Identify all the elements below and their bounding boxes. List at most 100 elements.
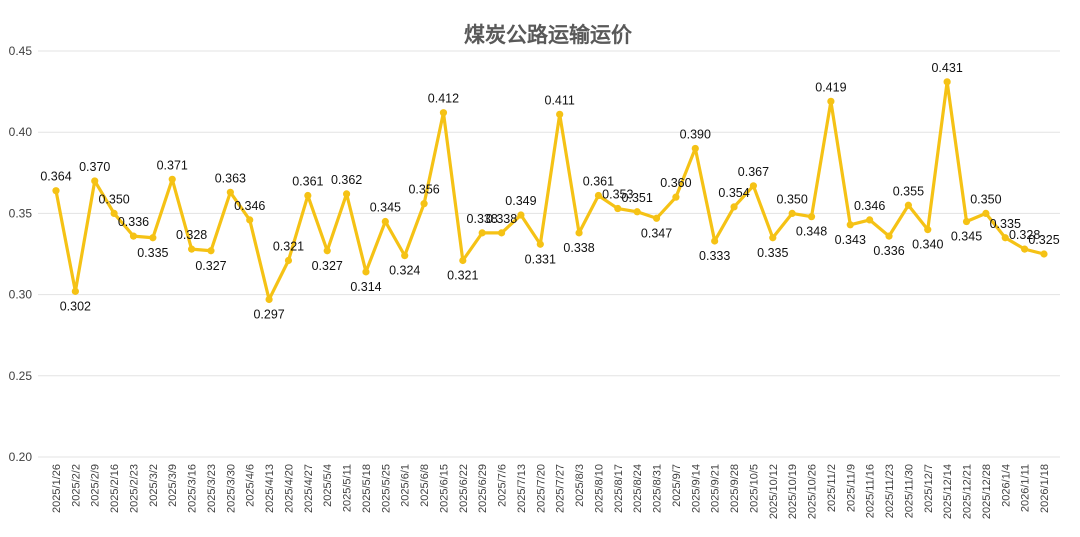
x-tick-label: 2025/8/24 bbox=[632, 464, 644, 513]
x-tick-label: 2025/6/1 bbox=[400, 464, 412, 507]
y-tick-label: 0.40 bbox=[9, 125, 33, 139]
x-tick-label: 2025/8/3 bbox=[574, 464, 586, 507]
data-label: 0.335 bbox=[757, 246, 788, 260]
data-point bbox=[594, 191, 603, 200]
x-tick-label: 2025/8/31 bbox=[652, 464, 664, 513]
x-tick-label: 2025/2/9 bbox=[90, 464, 102, 507]
x-tick-label: 2025/4/27 bbox=[303, 464, 315, 513]
data-point bbox=[323, 247, 331, 255]
data-label: 0.349 bbox=[505, 194, 536, 208]
data-point bbox=[71, 287, 79, 295]
data-label: 0.340 bbox=[912, 238, 943, 252]
x-tick-label: 2025/5/11 bbox=[342, 464, 354, 512]
data-point bbox=[730, 203, 738, 211]
data-point bbox=[420, 200, 428, 208]
x-tick-label: 2025/7/20 bbox=[535, 464, 547, 513]
data-point bbox=[536, 240, 544, 248]
data-point bbox=[110, 209, 118, 217]
data-point bbox=[265, 295, 273, 304]
x-tick-label: 2025/2/16 bbox=[109, 464, 121, 513]
x-tick-label: 2025/4/13 bbox=[264, 464, 276, 513]
data-point bbox=[672, 193, 680, 201]
data-label: 0.302 bbox=[60, 299, 91, 313]
data-point bbox=[788, 209, 796, 217]
data-point bbox=[52, 187, 60, 195]
data-label: 0.411 bbox=[545, 93, 575, 107]
data-label: 0.328 bbox=[1009, 228, 1040, 242]
data-point bbox=[1001, 234, 1009, 242]
x-tick-label: 2025/12/28 bbox=[981, 464, 993, 519]
x-axis-ticks: 2025/1/26 2025/2/2 2025/2/9 2025/2/16 2025/2… bbox=[51, 464, 1051, 519]
x-tick-label: 2025/3/30 bbox=[225, 464, 237, 513]
data-label: 0.350 bbox=[98, 192, 129, 206]
data-point bbox=[711, 237, 719, 245]
x-tick-label: 2025/10/5 bbox=[748, 464, 760, 513]
data-label: 0.328 bbox=[176, 228, 207, 242]
data-label: 0.338 bbox=[486, 212, 517, 226]
data-label: 0.356 bbox=[408, 183, 439, 197]
data-labels: 0.364 0.302 0.370 0.350 0.336 0.335 0.371 0.328… bbox=[40, 61, 1059, 322]
x-tick-label: 2025/11/30 bbox=[903, 464, 915, 518]
data-label: 0.338 bbox=[563, 241, 594, 255]
data-label: 0.346 bbox=[234, 199, 265, 213]
data-point bbox=[129, 232, 138, 240]
x-tick-label: 2025/11/2 bbox=[826, 464, 838, 512]
data-point bbox=[478, 229, 486, 237]
data-label: 0.324 bbox=[389, 264, 420, 278]
y-tick-label: 0.20 bbox=[9, 450, 33, 464]
data-point bbox=[614, 204, 622, 213]
data-label: 0.351 bbox=[622, 191, 653, 205]
data-label: 0.370 bbox=[79, 160, 110, 174]
data-point bbox=[342, 190, 351, 198]
gridlines bbox=[38, 50, 1060, 458]
data-point bbox=[401, 252, 409, 260]
data-point bbox=[827, 97, 835, 105]
data-label: 0.361 bbox=[292, 175, 323, 189]
data-point bbox=[982, 209, 990, 217]
data-label: 0.321 bbox=[273, 239, 304, 253]
data-label: 0.347 bbox=[641, 226, 672, 240]
data-point bbox=[846, 221, 854, 229]
data-label: 0.354 bbox=[718, 186, 749, 200]
x-tick-label: 2026/1/4 bbox=[1000, 464, 1012, 507]
data-label: 0.350 bbox=[777, 192, 808, 206]
x-tick-label: 2025/2/23 bbox=[128, 464, 140, 513]
data-point bbox=[1021, 245, 1029, 253]
data-point bbox=[866, 216, 874, 224]
data-point bbox=[807, 213, 816, 221]
x-tick-label: 2025/10/12 bbox=[768, 464, 780, 519]
x-tick-label: 2025/4/20 bbox=[283, 464, 295, 513]
data-point bbox=[885, 232, 893, 240]
x-tick-label: 2025/12/14 bbox=[942, 464, 954, 519]
data-point bbox=[517, 211, 525, 219]
data-label: 0.350 bbox=[970, 192, 1001, 206]
data-point bbox=[904, 201, 912, 209]
y-tick-label: 0.45 bbox=[9, 44, 33, 58]
x-tick-label: 2025/1/26 bbox=[51, 464, 63, 513]
data-label: 0.371 bbox=[157, 158, 188, 172]
data-label: 0.431 bbox=[931, 61, 962, 75]
data-point bbox=[381, 217, 389, 226]
x-tick-label: 2025/5/4 bbox=[322, 464, 334, 507]
data-label: 0.335 bbox=[137, 246, 168, 260]
data-point bbox=[575, 229, 583, 237]
data-point bbox=[188, 245, 196, 253]
x-tick-label: 2025/6/22 bbox=[458, 464, 470, 513]
series-line-layer bbox=[54, 80, 1046, 302]
data-point bbox=[362, 268, 370, 276]
data-point bbox=[459, 256, 467, 265]
y-axis-ticks: 0.20 0.25 0.30 0.35 0.40 0.45 bbox=[9, 44, 33, 464]
x-tick-label: 2025/5/25 bbox=[380, 464, 392, 513]
data-label: 0.327 bbox=[312, 259, 343, 273]
data-point bbox=[168, 175, 176, 183]
data-label: 0.345 bbox=[370, 201, 401, 215]
x-tick-label: 2025/6/8 bbox=[419, 464, 431, 507]
y-tick-label: 0.25 bbox=[9, 369, 33, 383]
data-label: 0.336 bbox=[118, 215, 149, 229]
x-tick-label: 2025/9/14 bbox=[690, 464, 702, 513]
x-tick-label: 2025/3/23 bbox=[206, 464, 218, 513]
data-point bbox=[556, 110, 564, 118]
data-point bbox=[149, 234, 157, 242]
data-point bbox=[691, 144, 699, 153]
